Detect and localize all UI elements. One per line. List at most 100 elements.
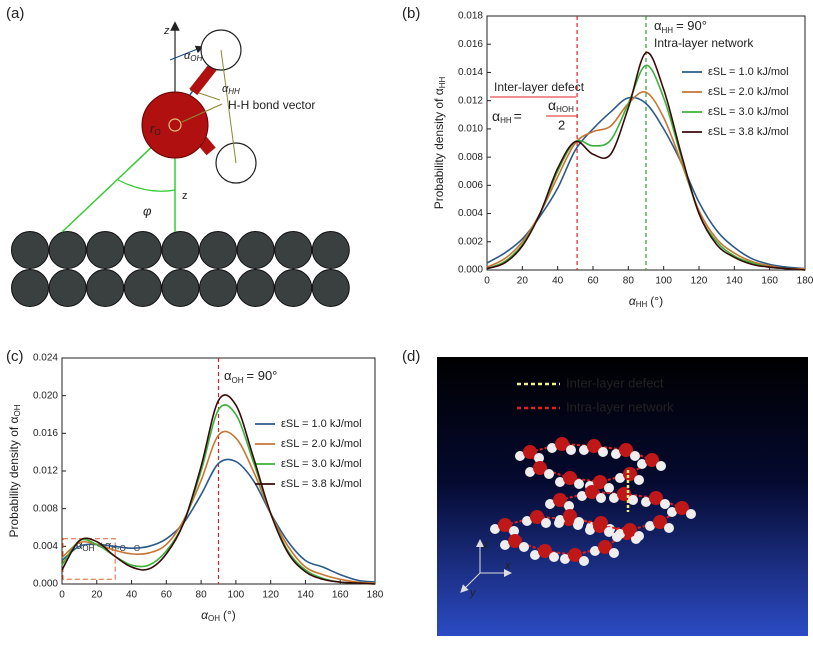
substrate-atom	[161, 269, 200, 307]
legend-label: εSL = 1.0 kJ/mol	[281, 418, 362, 430]
x-tick-label: 140	[726, 276, 743, 287]
x-tick-label: 160	[761, 276, 778, 287]
oxygen	[619, 443, 633, 457]
substrate-atom	[11, 231, 49, 269]
hydrogen	[560, 554, 570, 564]
label-part: HH	[636, 300, 648, 309]
oxygen	[593, 519, 607, 533]
hydrogen	[577, 491, 587, 501]
hydrogen	[686, 509, 696, 519]
eq-part: OH	[232, 376, 244, 385]
x-tick-label: 60	[161, 590, 173, 601]
hydrogen	[628, 495, 638, 505]
annotation: αHH = 90°	[654, 18, 707, 35]
hydrogen	[519, 542, 529, 552]
oxygen	[675, 501, 689, 515]
x-tick-label: 0	[484, 276, 490, 287]
x-tick-label: 20	[517, 276, 529, 287]
hydrogen	[564, 501, 574, 511]
oxygen	[563, 471, 577, 485]
hydrogen	[509, 526, 519, 536]
panel-label: (a)	[6, 5, 24, 22]
x-tick-label: 0	[59, 590, 65, 601]
x-tick-label: 160	[332, 590, 349, 601]
y-tick-label: 0.012	[458, 95, 483, 106]
hydrogen	[579, 445, 589, 455]
eq-part: OH	[82, 544, 94, 553]
panel-label: (c)	[6, 348, 24, 365]
hydrogen	[585, 525, 595, 535]
eq-part: HH	[662, 26, 674, 35]
oxygen	[623, 523, 637, 537]
legend-label: εSL = 3.8 kJ/mol	[708, 126, 789, 138]
series-line	[61, 458, 376, 583]
x-tick-label: 80	[623, 276, 635, 287]
hydrogen	[574, 479, 584, 489]
oxygen	[523, 445, 537, 459]
label-part: α	[629, 294, 637, 308]
x-axis-label: αOH (°)	[201, 608, 236, 623]
oxygen	[649, 491, 663, 505]
label-part: α	[201, 608, 209, 622]
y-tick-label: 0.004	[458, 208, 483, 219]
substrate-atom	[236, 231, 275, 269]
x-tick-label: 140	[297, 590, 314, 601]
hydrogen	[660, 499, 670, 509]
annotation: αHH =	[492, 108, 522, 125]
eq-part: α	[492, 108, 500, 124]
substrate-atom	[123, 231, 162, 269]
oxygen	[555, 437, 569, 451]
eq-part: α	[548, 97, 556, 113]
label: αOH	[184, 50, 203, 63]
label: φ	[143, 203, 152, 218]
label: z	[182, 190, 188, 202]
hydrogen	[530, 550, 540, 560]
series-line	[61, 394, 376, 585]
label-part: (°)	[650, 294, 663, 308]
legend-label: εSL = 3.0 kJ/mol	[281, 458, 362, 470]
panel-label: (d)	[402, 348, 420, 365]
series-line	[486, 96, 806, 270]
label: αHH	[222, 83, 240, 96]
substrate-atom	[86, 269, 125, 307]
legend-label: Intra-layer network	[566, 399, 674, 414]
oxygen	[553, 493, 567, 507]
label-part: OH	[13, 404, 22, 416]
y-tick-label: 0.008	[33, 503, 58, 514]
hydrogen	[615, 529, 625, 539]
x-tick-label: 120	[262, 590, 279, 601]
axis-label: x	[504, 560, 511, 572]
hydrogen	[522, 516, 532, 526]
hydrogen	[596, 493, 606, 503]
hydrogen	[667, 507, 677, 517]
oxygen	[585, 485, 599, 499]
axis-label: z	[482, 539, 489, 551]
hydrogen	[590, 546, 600, 556]
label-part: HH	[438, 77, 447, 89]
y-axis-label: Probability density of αOH	[7, 404, 22, 537]
y-tick-label: 0.010	[458, 124, 483, 135]
legend-label: εSL = 1.0 kJ/mol	[708, 66, 789, 78]
annotation: Intra-layer network	[654, 36, 754, 50]
eq-part: = 90°	[676, 18, 707, 33]
substrate-atom	[123, 269, 162, 307]
y-tick-label: 0.020	[33, 390, 58, 401]
hydrogen	[664, 523, 674, 533]
substrate-atom	[274, 231, 313, 269]
hydrogen	[615, 473, 625, 483]
hydrogen	[609, 493, 619, 503]
eq-part: =	[514, 108, 522, 124]
hydrogen	[515, 451, 525, 461]
y-tick-label: 0.016	[33, 428, 58, 439]
legend-label: Inter-layer defect	[566, 375, 664, 390]
eq-part: HOH	[556, 105, 574, 114]
hydrogen	[604, 527, 614, 537]
oxygen	[568, 548, 582, 562]
legend-label: εSL = 3.8 kJ/mol	[281, 478, 362, 490]
label-part: Probability density of α	[7, 416, 21, 537]
substrate-atom	[199, 269, 237, 307]
eq-part: = 90°	[247, 368, 278, 383]
oxygen	[623, 467, 637, 481]
oxygen	[538, 544, 552, 558]
